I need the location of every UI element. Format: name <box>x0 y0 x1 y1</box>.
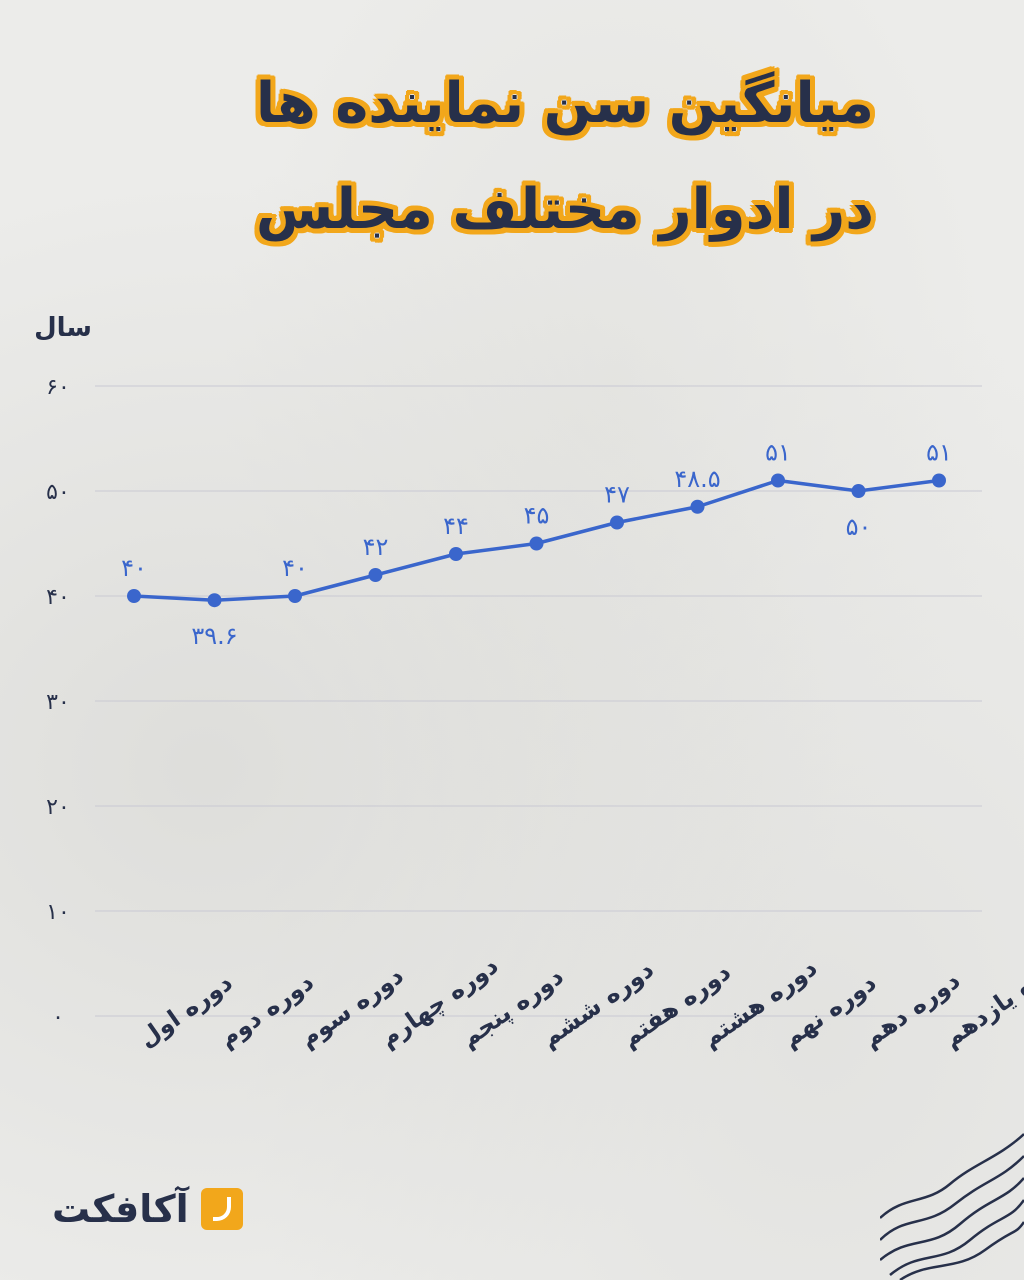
data-point <box>932 473 946 488</box>
data-point <box>851 484 866 498</box>
y-tick-label: ۱۰ <box>46 900 70 925</box>
data-label: ۴۰ <box>121 554 147 582</box>
data-point <box>207 593 222 608</box>
data-label: ۴۴ <box>443 512 469 540</box>
data-label: ۴۲ <box>363 533 389 561</box>
data-label: ۵۰ <box>846 513 872 541</box>
y-tick-label: ۰ <box>52 1005 64 1030</box>
data-point <box>610 515 624 530</box>
data-label: ۴۸.۵ <box>674 465 720 493</box>
decorative-waves-icon <box>880 1133 1024 1280</box>
data-label: ۵۱ <box>926 439 952 467</box>
chart-title-line-1: میانگین سن نماینده ها <box>255 71 874 136</box>
data-point <box>529 536 544 551</box>
data-labels: ۴۰ ۳۹.۶ ۴۰ ۴۲ ۴۴ ۴۵ ۴۷ ۴۸.۵ ۵۱ ۵۰ ۵۱ <box>121 439 952 651</box>
y-tick-label: ۲۰ <box>46 795 70 820</box>
data-point <box>127 589 141 603</box>
data-label: ۴۷ <box>604 481 630 509</box>
data-label: ۴۰ <box>282 554 308 582</box>
data-point <box>368 568 383 582</box>
data-point <box>690 499 705 514</box>
data-label: ۵۱ <box>765 439 791 467</box>
data-label: ۴۵ <box>524 502 550 530</box>
data-point <box>449 547 463 561</box>
y-tick-label: ۶۰ <box>46 375 70 400</box>
x-tick-label: دوره یازدهم <box>938 948 1024 1053</box>
data-point <box>288 589 302 603</box>
y-tick-label: ۴۰ <box>46 585 70 610</box>
data-points <box>127 473 946 608</box>
brand-name: آکافکت <box>52 1187 189 1231</box>
data-point <box>771 473 785 488</box>
brand-logo-icon <box>200 1188 243 1230</box>
y-axis-label: سال <box>34 313 92 343</box>
y-axis-ticks: ۰ ۱۰ ۲۰ ۳۰ ۴۰ ۵۰ ۶۰ <box>46 375 70 1030</box>
y-tick-label: ۵۰ <box>46 480 70 505</box>
chart-title-line-2: در ادوار مختلف مجلس <box>255 177 874 242</box>
brand-logo: آکافکت <box>52 1186 243 1232</box>
grid-lines <box>95 385 982 1017</box>
data-label: ۳۹.۶ <box>191 622 237 650</box>
y-tick-label: ۳۰ <box>46 690 70 715</box>
line-chart: سال ۰ ۱۰ ۲۰ ۳۰ ۴۰ ۵۰ ۶۰ ۴۰ ۳۹.۶ ۴۰ ۴۲ ۴۴ ۴۵ ۴۷ ۴۸.۵ ۵۱… <box>34 313 1024 1053</box>
